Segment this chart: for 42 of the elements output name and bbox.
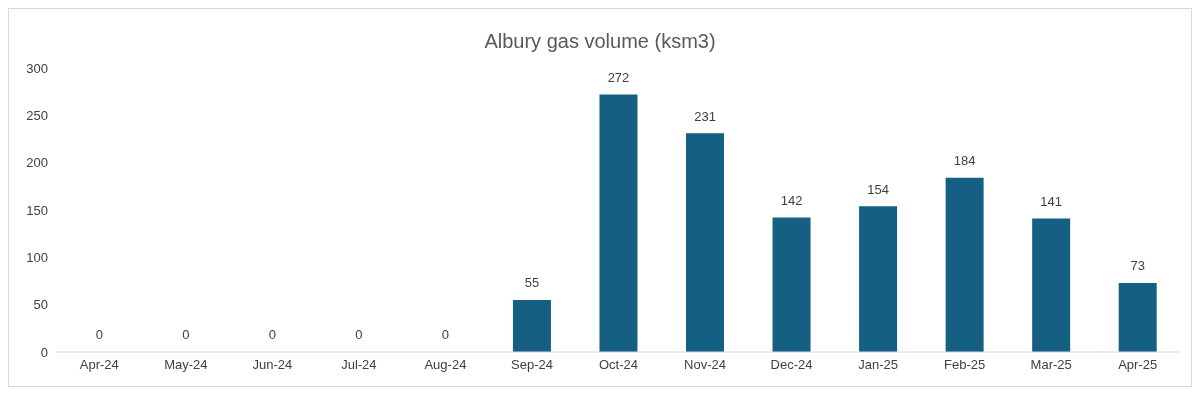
bar <box>512 299 551 352</box>
x-tick-label: May-24 <box>164 357 208 373</box>
data-label: 141 <box>1040 194 1063 210</box>
y-tick-label: 150 <box>26 202 48 218</box>
data-label: 0 <box>95 327 103 343</box>
data-label: 154 <box>867 181 889 197</box>
x-tick-label: Jan-25 <box>858 357 898 373</box>
bar <box>1032 218 1071 352</box>
bar <box>599 94 638 352</box>
y-tick-label: 0 <box>40 344 48 360</box>
x-tick-label: Sep-24 <box>511 357 553 373</box>
x-tick-label: Aug-24 <box>424 357 467 373</box>
x-tick-label: Jul-24 <box>341 357 377 373</box>
y-tick-label: 300 <box>26 60 48 76</box>
y-tick-label: 250 <box>26 107 48 123</box>
bar <box>945 177 984 352</box>
bar <box>772 217 811 352</box>
x-tick-label: Nov-24 <box>684 357 726 373</box>
x-tick-label: Oct-24 <box>598 357 639 373</box>
bar <box>1118 282 1157 352</box>
data-label: 184 <box>953 153 976 169</box>
data-label: 0 <box>268 327 276 343</box>
data-label: 272 <box>607 69 630 85</box>
x-tick-label: Apr-24 <box>79 357 119 373</box>
x-tick-label: Dec-24 <box>770 357 813 373</box>
x-tick-label: Apr-25 <box>1118 357 1158 373</box>
x-tick-label: Mar-25 <box>1030 357 1072 373</box>
y-tick-label: 200 <box>26 155 48 171</box>
x-tick-label: Feb-25 <box>944 357 986 373</box>
chart-title: Albury gas volume (ksm3) <box>483 29 717 53</box>
bar <box>859 206 898 352</box>
y-tick-label: 50 <box>33 297 48 313</box>
data-label: 55 <box>524 275 540 291</box>
y-tick-label: 100 <box>26 249 48 265</box>
x-tick-label: Jun-24 <box>252 357 293 373</box>
data-label: 231 <box>694 108 716 124</box>
data-label: 0 <box>355 327 363 343</box>
data-label: 0 <box>441 327 450 343</box>
bar <box>686 133 724 352</box>
data-label: 0 <box>182 327 190 343</box>
data-label: 73 <box>1130 258 1145 274</box>
data-label: 142 <box>780 193 803 209</box>
